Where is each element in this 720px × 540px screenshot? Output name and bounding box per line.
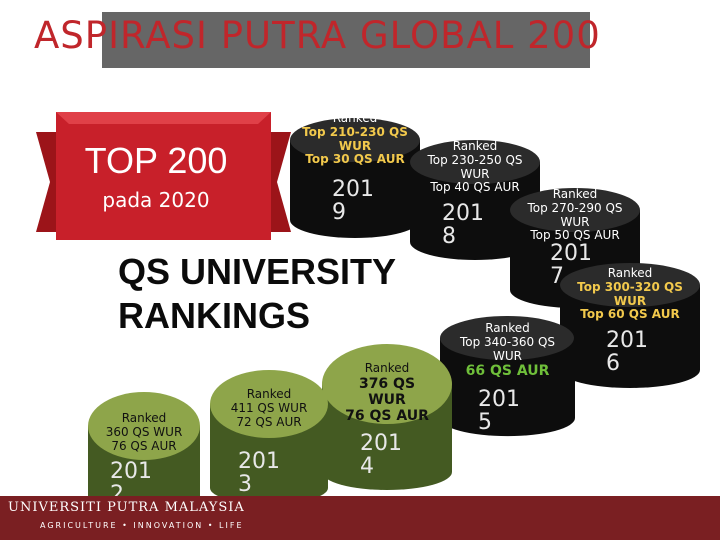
cyl2019-year-a: 201 (332, 177, 374, 202)
cyl2019-line1: Top 210-230 QS (302, 124, 408, 139)
cyl2014-ranked: Ranked (364, 361, 410, 375)
footer-tagline: AGRICULTURE • INNOVATION • LIFE (40, 521, 244, 530)
cyl2017-year-a: 201 (550, 241, 592, 266)
cyl2013-ranked: Ranked (246, 387, 292, 401)
cyl2015-line1: Top 340-360 QS (459, 334, 556, 349)
cyl2018-line3: Top 40 QS AUR (430, 180, 520, 195)
cyl2018-year-b: 8 (442, 224, 456, 250)
cyl2018-line1: Top 230-250 QS (427, 152, 523, 167)
cyl2019-year-b: 9 (332, 200, 346, 226)
cyl2012-year-a: 201 (110, 459, 152, 484)
cyl2014-line3: 76 QS AUR (345, 407, 429, 424)
cyl2016-line1: Top 300-320 QS (577, 279, 683, 294)
cyl2018-year-a: 201 (442, 201, 484, 226)
cyl2013-line1: 411 QS WUR (230, 400, 308, 415)
cyl2017-line3: Top 50 QS AUR (530, 228, 620, 243)
ribbon-banner (36, 112, 291, 240)
cyl2017-line2: WUR (560, 214, 590, 229)
cyl2015-year-a: 201 (478, 387, 520, 412)
cyl2014-line2: WUR (368, 391, 406, 408)
page-title: ASPIRASI PUTRA GLOBAL 200 (34, 14, 601, 57)
cyl2016-line2: WUR (613, 293, 647, 308)
title-highlight-band (102, 12, 590, 68)
cyl2014-year-a: 201 (360, 431, 402, 456)
footer-bar (0, 496, 720, 540)
cyl2016-ranked: Ranked (607, 266, 653, 280)
cyl2014-line1: 376 QS (358, 375, 416, 392)
cyl2018-ranked: Ranked (452, 139, 498, 153)
cyl2019-line3: Top 30 QS AUR (305, 152, 405, 167)
cyl2015-ranked: Ranked (485, 321, 530, 335)
qs-title-line2: RANKINGS (118, 295, 311, 336)
cyl2015-line2: WUR (493, 348, 522, 363)
cyl2013-year-a: 201 (238, 449, 280, 474)
cyl2017-line1: Top 270-290 QS (527, 200, 623, 215)
cyl2016-year-b: 6 (606, 351, 620, 377)
cyl2019-line2: WUR (338, 138, 372, 153)
cyl2016-year-a: 201 (606, 328, 648, 353)
cyl2016-line3: Top 60 QS AUR (580, 307, 680, 322)
cyl2012-ranked: Ranked (121, 411, 167, 425)
cyl2014-year-b: 4 (360, 454, 374, 480)
cyl2015-line3: 66 QS AUR (465, 363, 550, 380)
qs-title-line1: QS UNIVERSITY (118, 251, 397, 292)
banner-subheading: pada 2020 (102, 188, 210, 212)
cyl2013-year-b: 3 (238, 472, 252, 498)
cyl2017-ranked: Ranked (552, 187, 598, 201)
cyl2018-line2: WUR (460, 166, 490, 181)
banner-heading: TOP 200 (84, 140, 228, 181)
cyl2019-ranked: Ranked (332, 111, 378, 125)
cyl2012-line1: 360 QS WUR (105, 424, 183, 439)
cyl2013-line2: 72 QS AUR (236, 414, 302, 429)
qs-rankings-title: QS UNIVERSITY RANKINGS (118, 250, 438, 338)
cyl2012-line2: 76 QS AUR (111, 438, 177, 453)
cyl2015-year-b: 5 (478, 410, 492, 436)
footer-university-name: UNIVERSITI PUTRA MALAYSIA (8, 500, 245, 515)
